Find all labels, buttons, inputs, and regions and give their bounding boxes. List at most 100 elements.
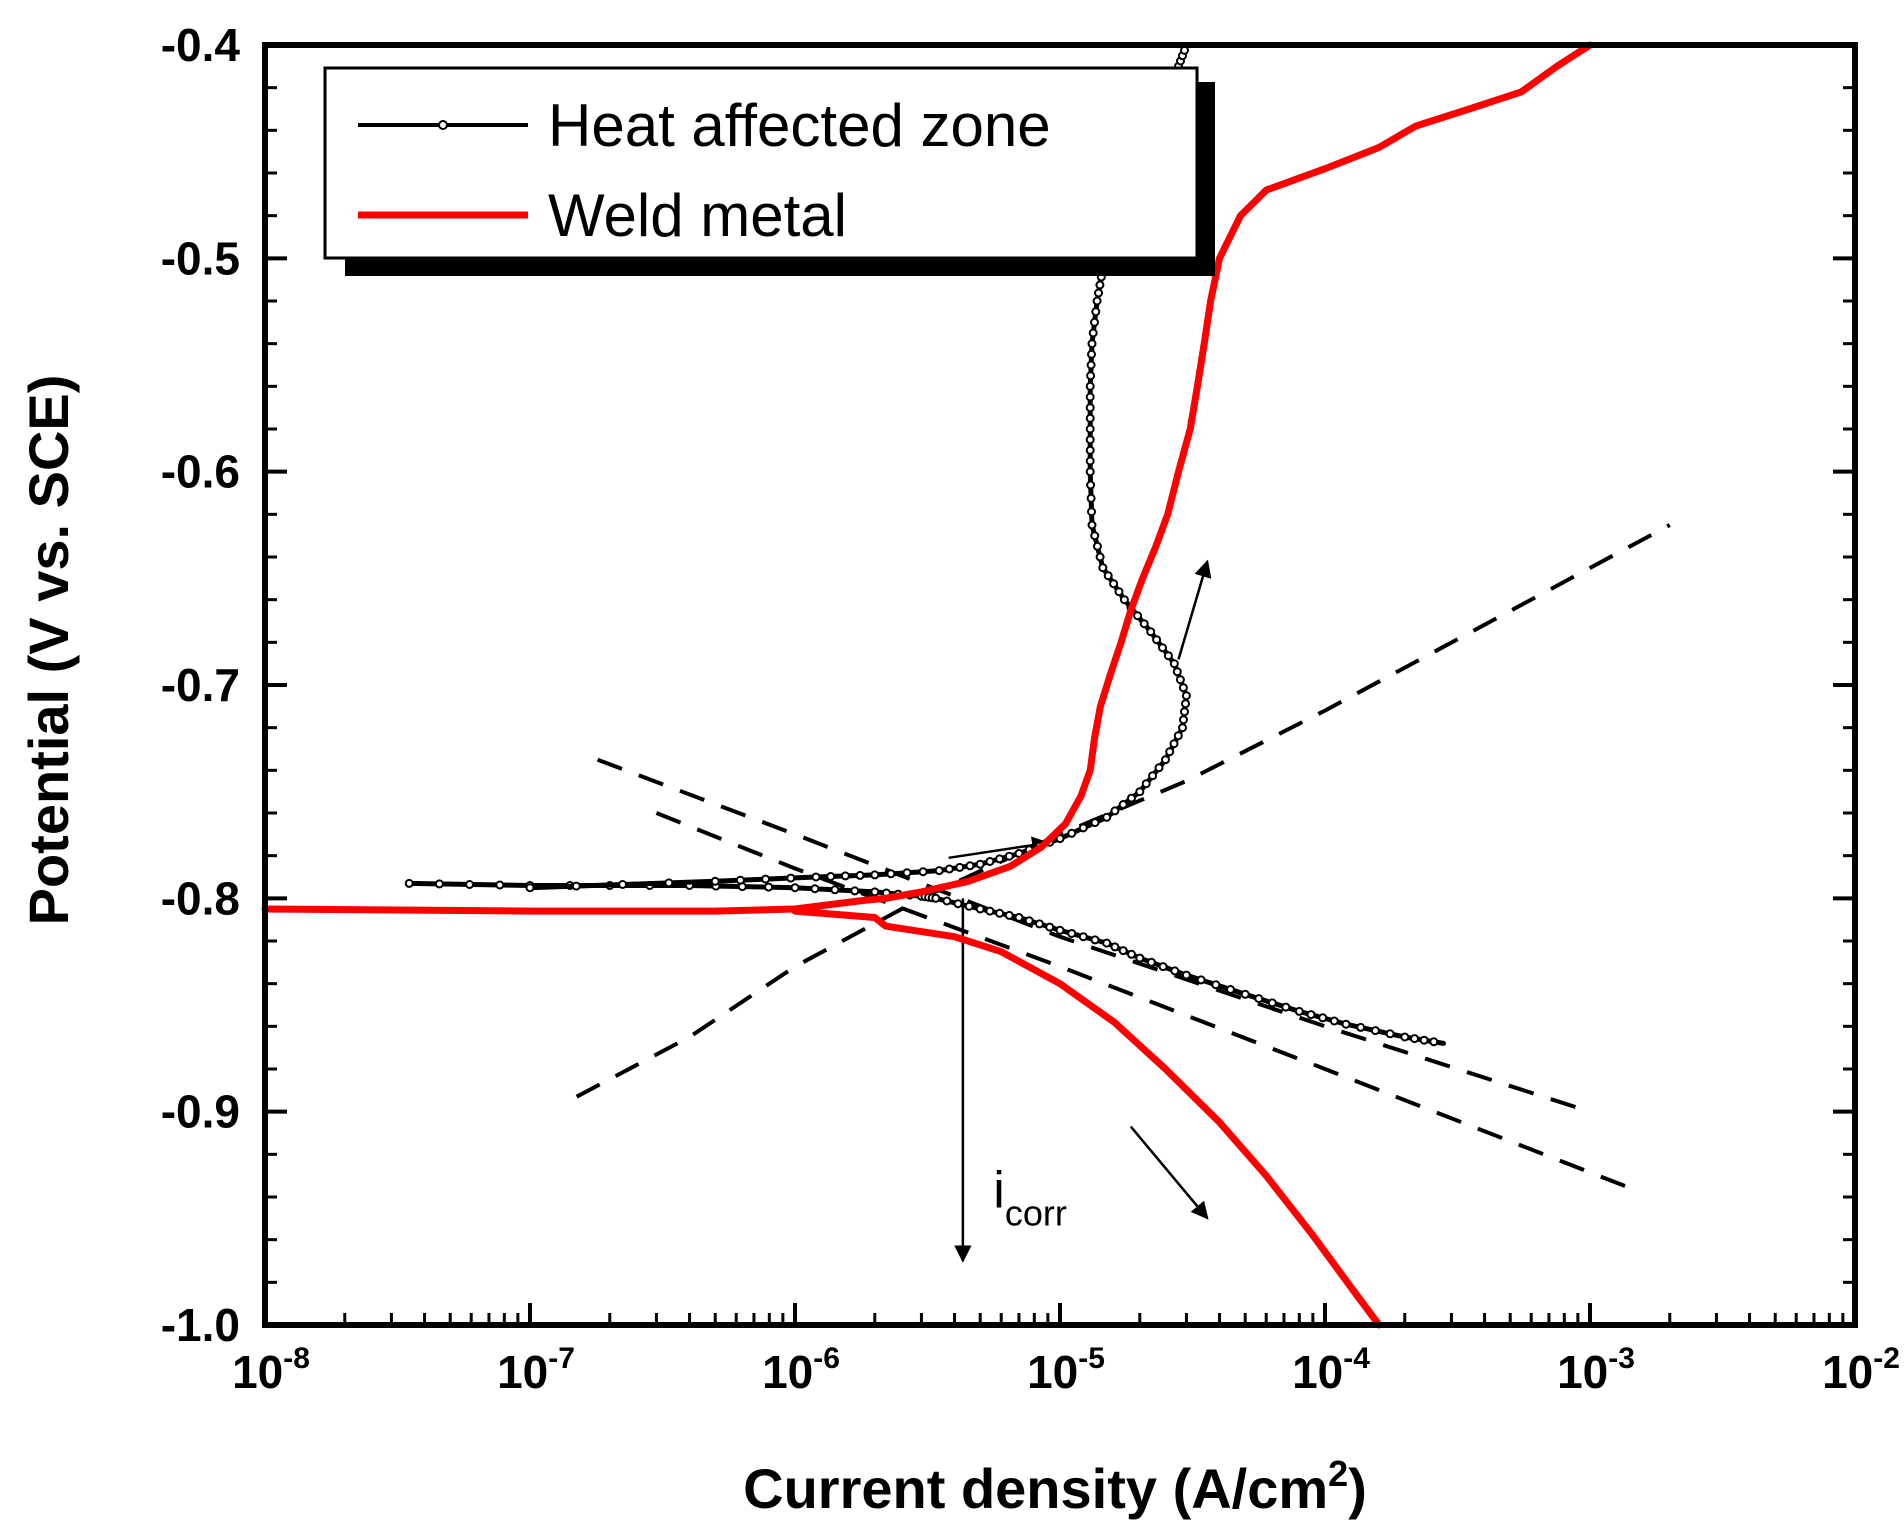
series-point-heat-affected-zone bbox=[1086, 493, 1096, 503]
series-point-heat-affected-zone bbox=[790, 883, 800, 893]
series-point-heat-affected-zone bbox=[1086, 360, 1096, 370]
x-tick-base: 10 bbox=[1822, 1346, 1873, 1398]
series-point-heat-affected-zone bbox=[1181, 691, 1191, 701]
series-point-heat-affected-zone bbox=[931, 893, 941, 903]
series-point-heat-affected-zone bbox=[1173, 731, 1183, 741]
x-axis-title-sup: 2 bbox=[1328, 1453, 1348, 1494]
series-point-heat-affected-zone bbox=[1329, 1016, 1339, 1026]
series-point-heat-affected-zone bbox=[1154, 763, 1164, 773]
x-tick-exp: -6 bbox=[813, 1342, 840, 1375]
x-tick-label: 10-5 bbox=[1027, 1342, 1105, 1398]
series-point-heat-affected-zone bbox=[1078, 823, 1088, 833]
x-tick-label: 10-7 bbox=[497, 1342, 575, 1398]
series-point-heat-affected-zone bbox=[942, 896, 952, 906]
series-point-heat-affected-zone bbox=[1067, 929, 1077, 938]
series-point-heat-affected-zone bbox=[995, 854, 1005, 864]
series-point-heat-affected-zone bbox=[1087, 507, 1096, 517]
series-point-heat-affected-zone bbox=[1067, 828, 1077, 838]
series-point-heat-affected-zone bbox=[1163, 651, 1173, 661]
x-tick-exp: -4 bbox=[1343, 1342, 1370, 1375]
series-point-heat-affected-zone bbox=[664, 878, 674, 888]
series-point-heat-affected-zone bbox=[786, 873, 796, 883]
series-point-heat-affected-zone bbox=[1318, 1013, 1328, 1023]
series-point-heat-affected-zone bbox=[1146, 957, 1156, 967]
x-tick-base: 10 bbox=[762, 1346, 813, 1398]
legend: Heat affected zone Weld metal bbox=[323, 66, 1215, 276]
series-point-heat-affected-zone bbox=[1148, 771, 1158, 781]
series-point-heat-affected-zone bbox=[1085, 445, 1095, 455]
series-point-heat-affected-zone bbox=[870, 887, 880, 897]
series-point-heat-affected-zone bbox=[1178, 683, 1188, 693]
series-point-heat-affected-zone bbox=[1133, 611, 1143, 621]
icorr-label: icorr bbox=[993, 1162, 1067, 1234]
series-point-heat-affected-zone bbox=[1306, 1010, 1316, 1020]
x-tick-exp: -7 bbox=[548, 1342, 575, 1375]
series-point-heat-affected-zone bbox=[1170, 966, 1180, 976]
series-point-heat-affected-zone bbox=[1172, 667, 1182, 677]
series-point-heat-affected-zone bbox=[1181, 699, 1190, 709]
series-point-heat-affected-zone bbox=[1114, 587, 1124, 597]
series-point-heat-affected-zone bbox=[571, 881, 581, 891]
series-point-heat-affected-zone bbox=[1085, 435, 1095, 445]
series-point-heat-affected-zone bbox=[1169, 659, 1179, 669]
series-line-weld-metal bbox=[791, 907, 1383, 1329]
series-point-heat-affected-zone bbox=[955, 862, 965, 872]
series-point-heat-affected-zone bbox=[1086, 480, 1096, 490]
y-tick-label: -0.5 bbox=[161, 232, 240, 284]
y-tick-label: -1.0 bbox=[161, 1299, 240, 1351]
x-tick-label: 10-8 bbox=[232, 1342, 310, 1398]
series-point-heat-affected-zone bbox=[1095, 280, 1105, 290]
series-point-heat-affected-zone bbox=[1091, 307, 1101, 317]
annotation-arrow bbox=[948, 836, 1050, 860]
x-axis-title-close: ) bbox=[1348, 1457, 1367, 1520]
series-point-heat-affected-zone bbox=[840, 871, 850, 881]
tick-labels-layer: 10-8 10-7 10-6 10-5 10-4 10-3 10-2-0.4-0.5-0.6… bbox=[161, 19, 1900, 1398]
x-axis-title: Current density (A/cm2) bbox=[743, 1453, 1367, 1520]
series-point-heat-affected-zone bbox=[1090, 531, 1100, 541]
series-point-heat-affected-zone bbox=[1165, 747, 1175, 757]
x-tick-base: 10 bbox=[232, 1346, 283, 1398]
series-point-heat-affected-zone bbox=[1135, 953, 1145, 963]
plot-frame bbox=[262, 42, 1858, 1328]
x-tick-exp: -5 bbox=[1078, 1342, 1105, 1375]
series-point-heat-affected-zone bbox=[1055, 925, 1065, 935]
x-tick-base: 10 bbox=[1027, 1346, 1078, 1398]
series-point-heat-affected-zone bbox=[995, 908, 1005, 918]
series-point-heat-affected-zone bbox=[1180, 707, 1189, 717]
series-point-heat-affected-zone bbox=[1158, 962, 1168, 972]
annotations-layer: icorr bbox=[948, 559, 1212, 1263]
series-point-heat-affected-zone bbox=[710, 876, 720, 886]
series-point-heat-affected-zone bbox=[1341, 1019, 1351, 1029]
series-point-heat-affected-zone bbox=[1090, 935, 1100, 945]
y-tick-label: -0.6 bbox=[161, 446, 240, 498]
series-point-heat-affected-zone bbox=[975, 859, 985, 869]
series-point-heat-affected-zone bbox=[886, 869, 896, 879]
series-point-heat-affected-zone bbox=[811, 872, 821, 882]
icorr-subscript: corr bbox=[1005, 1193, 1067, 1234]
series-point-heat-affected-zone bbox=[1118, 946, 1128, 956]
series-point-heat-affected-zone bbox=[1400, 1032, 1410, 1042]
series-point-heat-affected-zone bbox=[985, 906, 995, 916]
series-point-heat-affected-zone bbox=[1045, 922, 1055, 932]
legend-box bbox=[323, 66, 1199, 260]
series-point-heat-affected-zone bbox=[1085, 392, 1095, 402]
series-point-heat-affected-zone bbox=[1078, 932, 1088, 942]
series-point-heat-affected-zone bbox=[1254, 994, 1264, 1004]
series-point-heat-affected-zone bbox=[1024, 916, 1034, 926]
y-tick-label: -0.9 bbox=[161, 1086, 240, 1138]
series-point-heat-affected-zone bbox=[1085, 403, 1095, 413]
series-point-heat-affected-zone bbox=[1139, 619, 1149, 629]
series-point-heat-affected-zone bbox=[1092, 296, 1102, 306]
series-point-heat-affected-zone bbox=[985, 857, 995, 866]
series-point-heat-affected-zone bbox=[764, 882, 774, 892]
series-point-heat-affected-zone bbox=[1110, 942, 1120, 952]
series-point-heat-affected-zone bbox=[1175, 675, 1185, 685]
x-tick-exp: -3 bbox=[1608, 1342, 1635, 1375]
annotation-arrow bbox=[1129, 1125, 1209, 1220]
series-point-heat-affected-zone bbox=[1004, 910, 1014, 920]
series-line-weld-metal bbox=[261, 894, 890, 915]
series-point-heat-affected-zone bbox=[1419, 1035, 1429, 1045]
series-point-heat-affected-zone bbox=[1169, 739, 1179, 749]
x-tick-exp: -2 bbox=[1873, 1342, 1900, 1375]
